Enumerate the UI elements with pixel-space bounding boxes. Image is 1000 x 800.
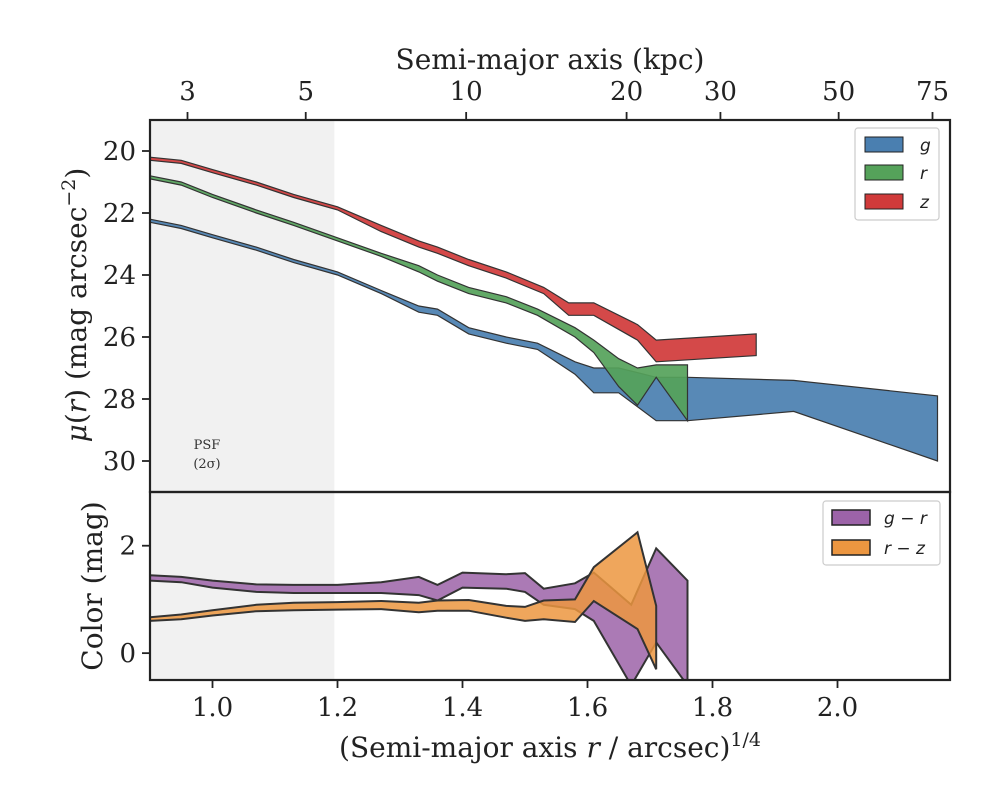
- top-axis-title: Semi-major axis (kpc): [396, 43, 705, 76]
- legend-label-r-minus-z: r − z: [884, 539, 926, 559]
- band-r-minus-z: [150, 530, 658, 670]
- bottom-panel-frame: [148, 490, 952, 682]
- psf-label-line2: (2σ): [193, 457, 220, 472]
- x-tick-label: 1.0: [192, 693, 233, 723]
- x-tick-label: 1.8: [692, 693, 733, 723]
- legend-label-r: r: [920, 164, 928, 184]
- y-tick-label: 22: [103, 199, 136, 229]
- surface-brightness-series: [150, 156, 939, 462]
- legend-label-z: z: [919, 193, 930, 213]
- psf-region-top: [150, 120, 335, 492]
- x-axis-title: (Semi-major axis r / arcsec)1/4: [339, 729, 761, 764]
- x-tick-label: 1.4: [442, 693, 483, 723]
- legend-swatch-r: [864, 164, 904, 181]
- y-tick-label: 0: [119, 639, 136, 669]
- legend-bottom: g − r r − z: [822, 500, 941, 566]
- y-axis-title-bottom: Color (mag): [76, 501, 109, 670]
- x-axis-ticks: 1.0 1.2 1.4 1.6 1.8 2.0: [192, 680, 858, 723]
- y-axis-title-top: μ(r) (mag arcsec−2): [58, 168, 93, 443]
- top-tick-label: 5: [297, 77, 314, 107]
- y-tick-label: 30: [103, 447, 136, 477]
- top-axis-ticks: 3 5 10 20 30 50 75: [179, 77, 949, 120]
- legend-label-g-minus-r: g − r: [884, 509, 928, 529]
- y-tick-label: 20: [103, 137, 136, 167]
- psf-label-line1: PSF: [194, 438, 221, 453]
- x-tick-label: 1.6: [567, 693, 608, 723]
- legend-top: g r z: [854, 127, 940, 221]
- color-series: [150, 530, 689, 680]
- y-tick-label: 28: [103, 385, 136, 415]
- top-tick-label: 10: [450, 77, 483, 107]
- band-z: [150, 156, 757, 363]
- x-tick-label: 2.0: [817, 693, 858, 723]
- x-tick-label: 1.2: [317, 693, 358, 723]
- y-tick-label: 2: [119, 532, 136, 562]
- top-tick-label: 30: [704, 77, 737, 107]
- band-g: [150, 218, 939, 462]
- legend-label-g: g: [920, 136, 931, 156]
- top-tick-label: 75: [916, 77, 949, 107]
- legend-swatch-g: [864, 136, 904, 153]
- top-tick-label: 20: [610, 77, 643, 107]
- band-r: [150, 175, 689, 423]
- band-g-minus-r: [150, 546, 689, 680]
- legend-swatch-r-minus-z: [831, 539, 871, 556]
- legend-swatch-z: [864, 193, 904, 210]
- top-tick-label: 3: [179, 77, 196, 107]
- top-tick-label: 50: [822, 77, 855, 107]
- legend-swatch-g-minus-r: [831, 509, 871, 526]
- y-tick-label: 26: [103, 323, 136, 353]
- y-axis-ticks-bottom: 02: [119, 532, 150, 669]
- y-tick-label: 24: [103, 261, 136, 291]
- y-axis-ticks-top: 20 22 24 26 28 30: [103, 137, 150, 477]
